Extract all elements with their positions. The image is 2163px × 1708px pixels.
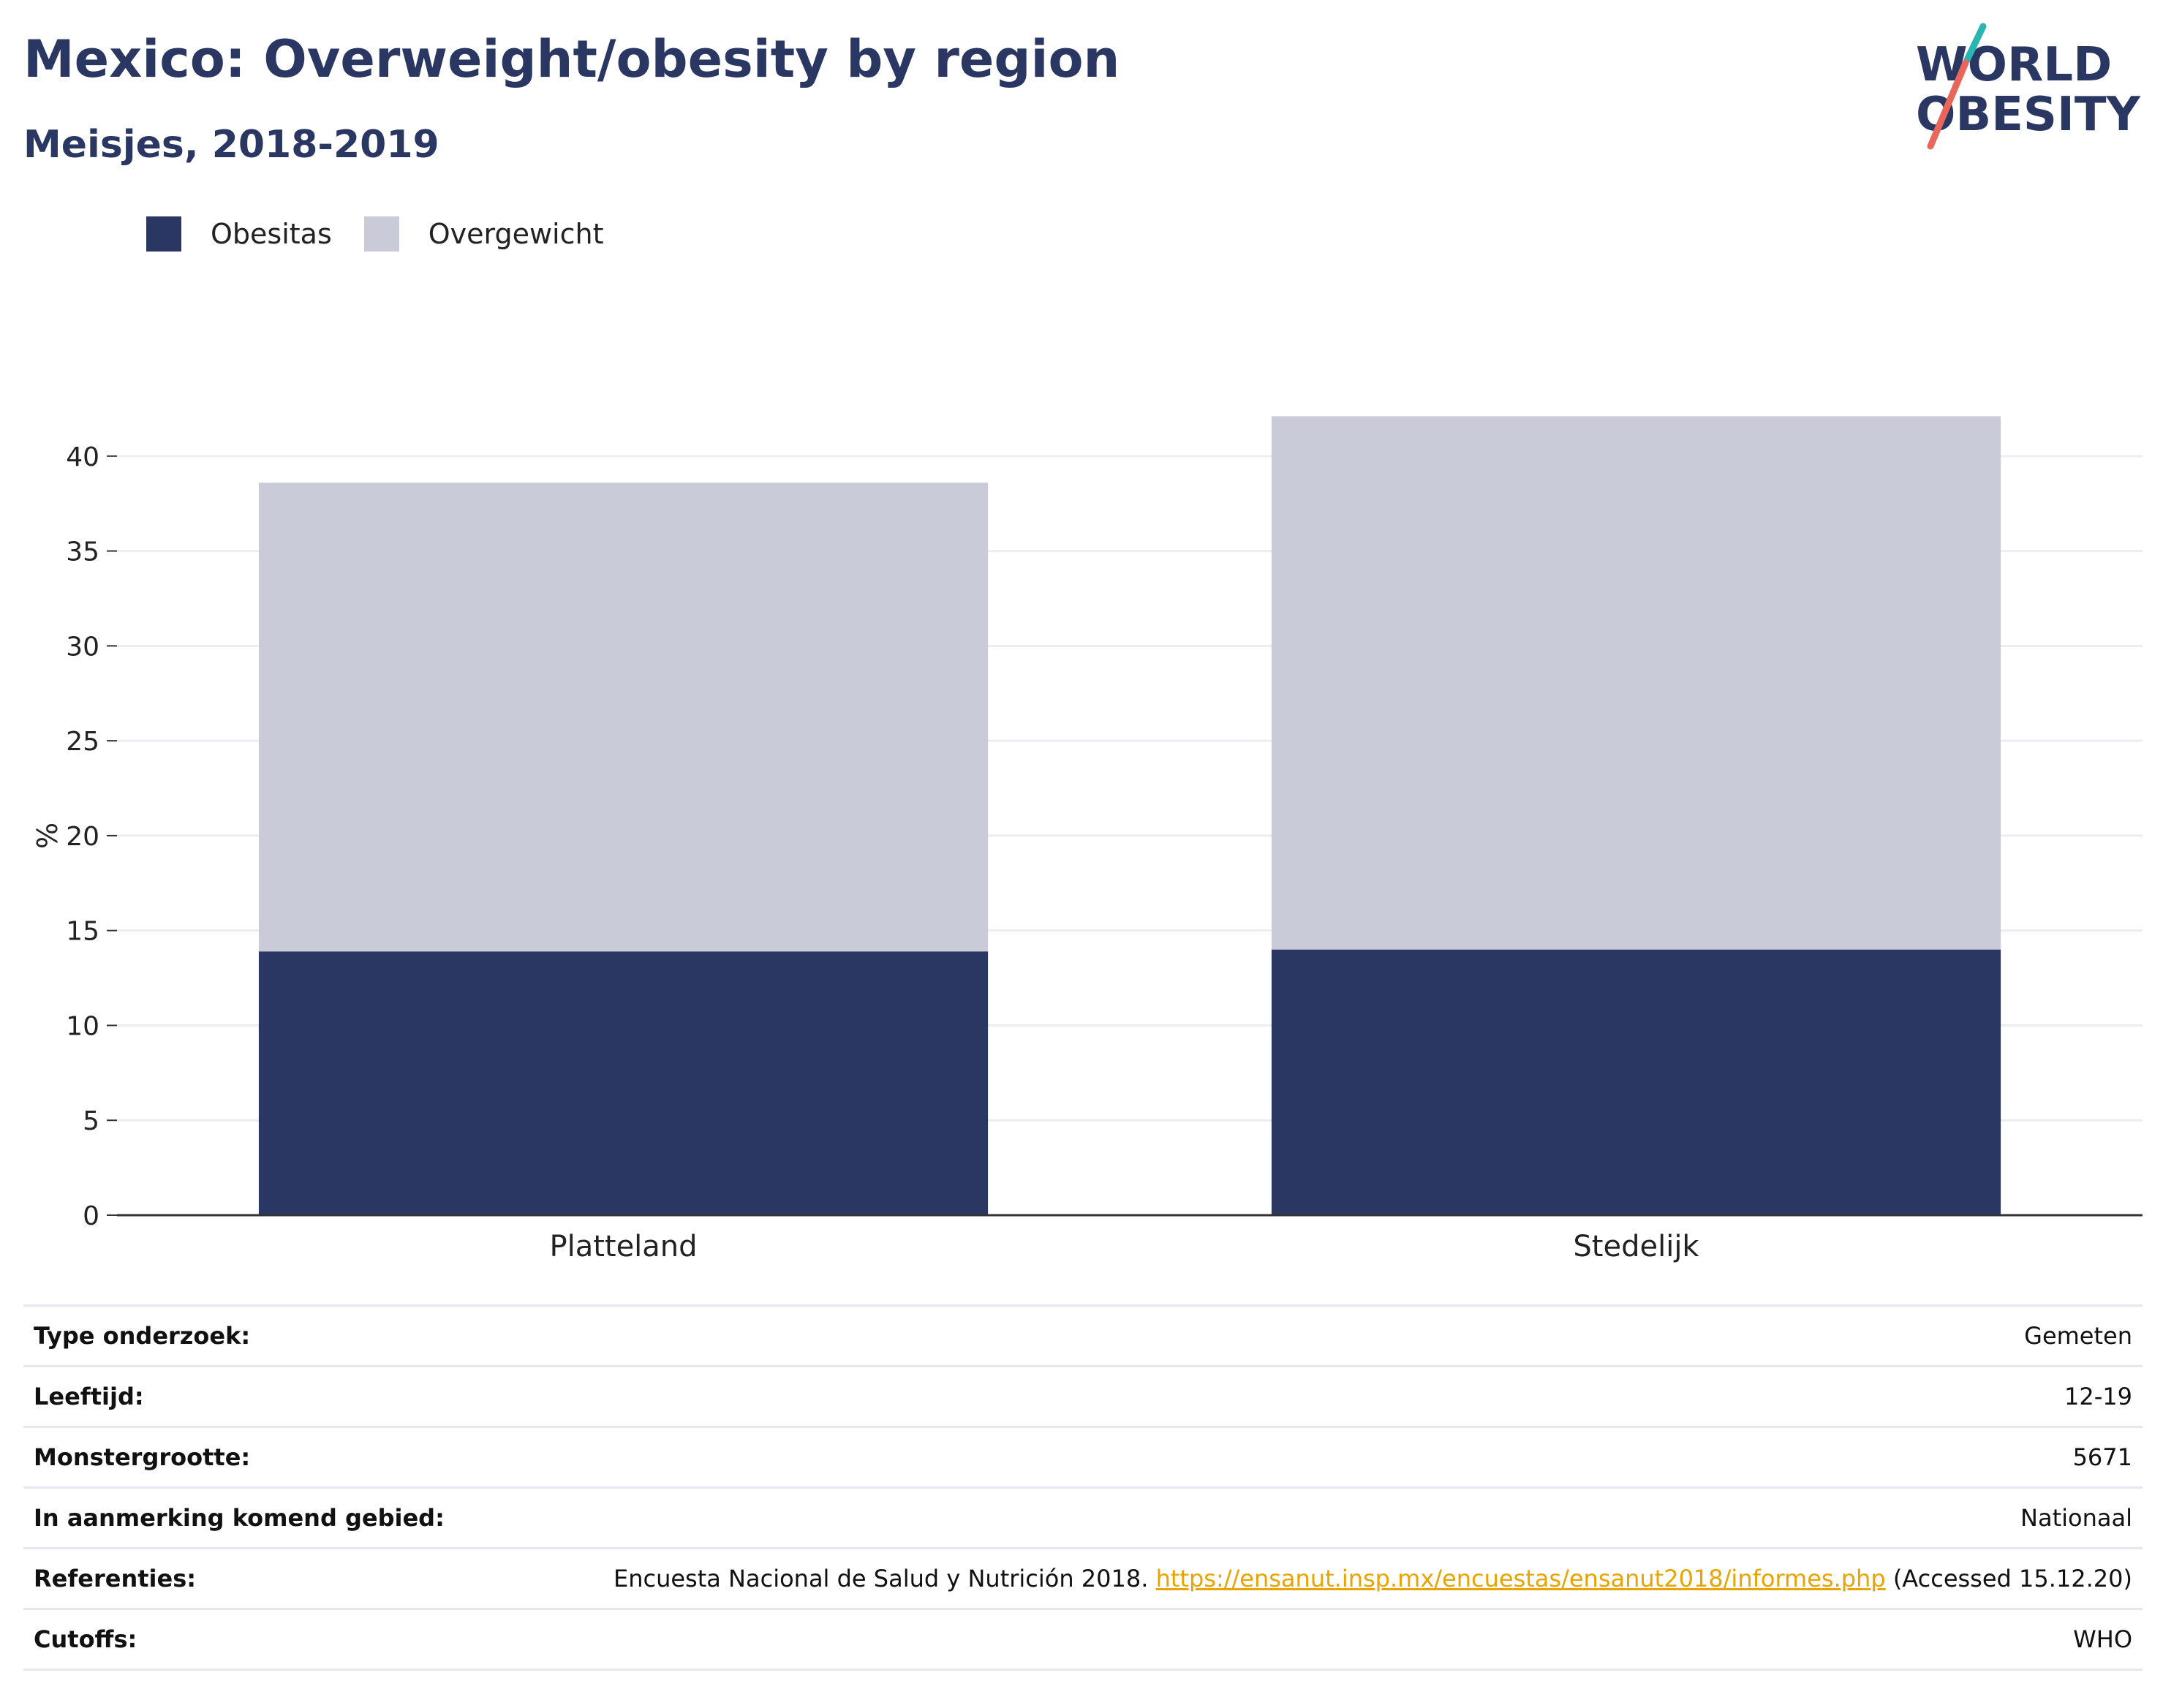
y-tick-label: 5 — [83, 1106, 99, 1136]
info-row-references: Referenties: Encuesta Nacional de Salud … — [23, 1549, 2143, 1610]
info-value: Gemeten — [2024, 1322, 2132, 1350]
info-label: Type onderzoek: — [34, 1322, 251, 1350]
bar-chart: 0 5 10 15 20 25 30 35 40% Platteland Stedelijk — [31, 416, 2143, 1263]
x-tick-label: Stedelijk — [1573, 1230, 1699, 1263]
reference-text: Encuesta Nacional de Salud y Nutrición 2… — [613, 1565, 1149, 1592]
bar-overgewicht-stedelijk — [1271, 416, 2001, 950]
logo-slash-top — [1963, 23, 1987, 64]
info-label: Leeftijd: — [34, 1383, 144, 1410]
chart-subtitle: Meisjes, 2018-2019 — [23, 123, 439, 167]
info-value: 12-19 — [2064, 1383, 2132, 1410]
legend-label-overgewicht: Overgewicht — [428, 218, 604, 250]
info-value: Nationaal — [2020, 1504, 2132, 1532]
bar-obesitas-platteland — [258, 951, 989, 1215]
info-row-age: Leeftijd: 12-19 — [23, 1367, 2143, 1428]
legend-item-overgewicht: Overgewicht — [363, 216, 604, 252]
legend-label-obesitas: Obesitas — [211, 218, 332, 250]
x-tick-label: Platteland — [549, 1230, 697, 1263]
y-tick-label: 0 — [83, 1201, 99, 1231]
y-tick-label: 20 — [66, 822, 99, 852]
y-tick-label: 15 — [66, 917, 99, 947]
logo-slash-bottom — [1927, 59, 1969, 150]
legend-item-obesitas: Obesitas — [146, 216, 332, 252]
y-axis-label: % — [31, 823, 64, 849]
reference-link[interactable]: https://ensanut.insp.mx/encuestas/ensanu… — [1155, 1565, 1886, 1592]
chart-title: Mexico: Overweight/obesity by region — [23, 29, 1120, 89]
info-row-area: In aanmerking komend gebied: Nationaal — [23, 1489, 2143, 1549]
info-label: In aanmerking komend gebied: — [34, 1504, 445, 1532]
y-tick-label: 30 — [66, 632, 99, 662]
y-tick-label: 35 — [66, 537, 99, 567]
info-row-cutoffs: Cutoffs: WHO — [23, 1610, 2143, 1671]
logo-line1: WORLD — [1916, 38, 2112, 92]
info-row-type: Type onderzoek: Gemeten — [23, 1307, 2143, 1367]
info-value: 5671 — [2072, 1443, 2132, 1471]
info-value: WHO — [2073, 1625, 2132, 1653]
y-tick-label: 40 — [66, 442, 99, 472]
info-label: Referenties: — [34, 1565, 197, 1592]
bar-overgewicht-platteland — [258, 483, 989, 952]
bar-obesitas-stedelijk — [1271, 949, 2001, 1215]
y-tick-label: 25 — [66, 727, 99, 757]
world-obesity-logo: WORLD OBESITY — [1901, 22, 2150, 154]
info-label: Monstergrootte: — [34, 1443, 251, 1471]
legend-swatch-obesitas — [146, 216, 181, 252]
world-obesity-logo-icon: WORLD OBESITY — [1916, 23, 2140, 150]
info-value: Encuesta Nacional de Salud y Nutrición 2… — [614, 1565, 2132, 1592]
info-label: Cutoffs: — [34, 1625, 137, 1653]
reference-suffix: (Accessed 15.12.20) — [1892, 1565, 2132, 1592]
y-tick-label: 10 — [66, 1011, 99, 1041]
info-row-sample-size: Monstergrootte: 5671 — [23, 1428, 2143, 1489]
info-table: Type onderzoek: Gemeten Leeftijd: 12-19 … — [23, 1304, 2143, 1671]
legend-swatch-overgewicht — [363, 216, 399, 252]
chart-legend: Obesitas Overgewicht — [146, 216, 636, 252]
